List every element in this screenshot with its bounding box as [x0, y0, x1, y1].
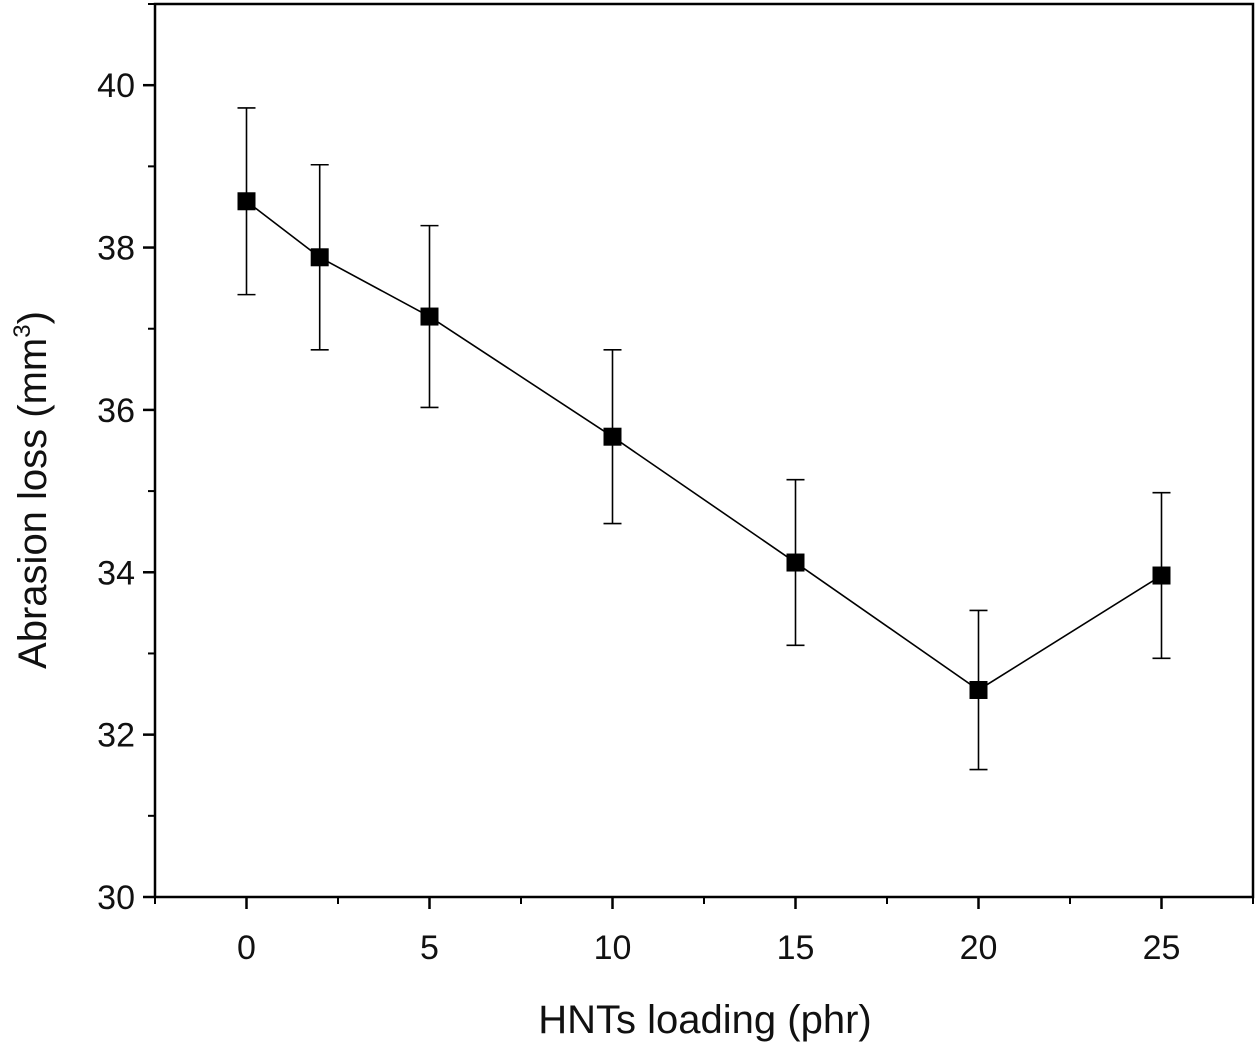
y-axis-title: Abrasion loss (mm3) [9, 311, 55, 669]
y-tick-label: 38 [97, 230, 135, 268]
data-point-marker [969, 680, 988, 699]
y-axis-ticks: 30 32 34 36 38 40 [97, 3, 155, 917]
x-axis-title: HNTs loading (phr) [538, 998, 871, 1042]
y-axis-title-superscript: 3 [9, 324, 36, 337]
data-point-marker [237, 192, 256, 211]
y-tick-label: 32 [97, 717, 135, 755]
x-tick-label: 25 [1143, 929, 1181, 967]
x-tick-label: 0 [237, 929, 256, 967]
y-tick-label: 40 [97, 67, 135, 105]
series-line [246, 200, 1162, 691]
plot-frame [153, 2, 1255, 899]
data-point-marker [786, 553, 805, 572]
data-point-marker [603, 427, 622, 446]
x-tick-label: 10 [594, 929, 632, 967]
y-tick-label: 36 [97, 392, 135, 430]
y-tick-label: 34 [97, 554, 135, 592]
x-axis-ticks: 0 5 10 15 20 25 [154, 897, 1254, 967]
x-tick-label: 5 [420, 929, 439, 967]
x-tick-label: 20 [960, 929, 998, 967]
x-tick-label: 15 [777, 929, 815, 967]
y-axis-title-end: ) [11, 311, 55, 324]
data-point-marker [1152, 566, 1171, 585]
y-tick-label: 30 [97, 879, 135, 917]
data-point-marker [420, 307, 439, 326]
data-series [237, 107, 1171, 771]
data-point-marker [310, 248, 329, 267]
y-axis-title-main: Abrasion loss (mm [11, 338, 55, 669]
plot-border [153, 2, 1255, 899]
